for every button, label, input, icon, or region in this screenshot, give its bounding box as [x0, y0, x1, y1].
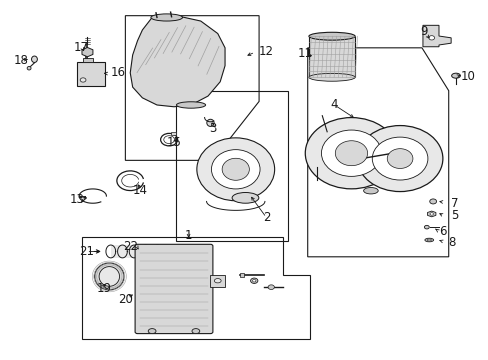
Ellipse shape — [305, 118, 397, 189]
Ellipse shape — [424, 238, 433, 242]
Bar — [83, 58, 93, 62]
Ellipse shape — [80, 78, 86, 82]
Bar — [210, 275, 224, 287]
Ellipse shape — [267, 285, 274, 289]
Ellipse shape — [211, 150, 260, 189]
Bar — [77, 62, 105, 86]
Ellipse shape — [308, 73, 354, 81]
Text: 12: 12 — [259, 45, 274, 58]
Ellipse shape — [222, 158, 249, 180]
Text: 3: 3 — [209, 122, 216, 135]
FancyBboxPatch shape — [135, 244, 212, 334]
Ellipse shape — [363, 188, 377, 194]
Ellipse shape — [27, 66, 31, 70]
Text: 8: 8 — [448, 236, 455, 249]
Text: 17: 17 — [74, 41, 89, 54]
Ellipse shape — [176, 102, 205, 108]
Text: 5: 5 — [450, 209, 458, 222]
Ellipse shape — [232, 193, 258, 203]
Ellipse shape — [214, 279, 221, 283]
Text: 20: 20 — [118, 293, 133, 306]
Text: 22: 22 — [122, 240, 138, 253]
Ellipse shape — [148, 329, 156, 334]
Bar — [239, 273, 244, 277]
Ellipse shape — [335, 141, 367, 166]
Ellipse shape — [151, 14, 182, 21]
Ellipse shape — [321, 130, 381, 176]
Bar — [308, 36, 354, 77]
Text: 4: 4 — [330, 99, 338, 112]
Ellipse shape — [197, 138, 274, 201]
Text: 16: 16 — [111, 66, 125, 79]
Text: 15: 15 — [166, 136, 181, 149]
Text: 6: 6 — [438, 225, 446, 238]
Bar — [111, 245, 174, 258]
Ellipse shape — [252, 279, 255, 282]
Text: 19: 19 — [96, 283, 111, 296]
Ellipse shape — [206, 119, 214, 126]
Polygon shape — [82, 48, 93, 57]
Polygon shape — [130, 16, 224, 107]
Ellipse shape — [451, 73, 459, 78]
Ellipse shape — [192, 329, 200, 334]
Text: 18: 18 — [13, 54, 28, 67]
Ellipse shape — [95, 263, 123, 290]
Ellipse shape — [371, 137, 427, 180]
Ellipse shape — [429, 199, 436, 204]
Ellipse shape — [99, 267, 119, 286]
Ellipse shape — [357, 126, 442, 192]
Ellipse shape — [426, 239, 430, 241]
Bar — [170, 132, 176, 135]
Ellipse shape — [308, 32, 354, 40]
Text: 11: 11 — [297, 47, 312, 60]
Text: 21: 21 — [79, 245, 94, 258]
Text: 2: 2 — [262, 211, 269, 224]
Ellipse shape — [31, 56, 37, 63]
Text: 14: 14 — [132, 184, 147, 197]
Text: 7: 7 — [450, 197, 458, 210]
Text: 9: 9 — [420, 25, 427, 38]
Text: 13: 13 — [69, 193, 84, 206]
Polygon shape — [427, 211, 435, 217]
Text: 10: 10 — [460, 70, 475, 83]
Polygon shape — [422, 25, 450, 47]
Ellipse shape — [386, 149, 412, 168]
Ellipse shape — [250, 278, 257, 283]
Ellipse shape — [429, 213, 432, 215]
Ellipse shape — [428, 36, 434, 40]
Text: 1: 1 — [184, 229, 192, 242]
Ellipse shape — [424, 225, 428, 229]
